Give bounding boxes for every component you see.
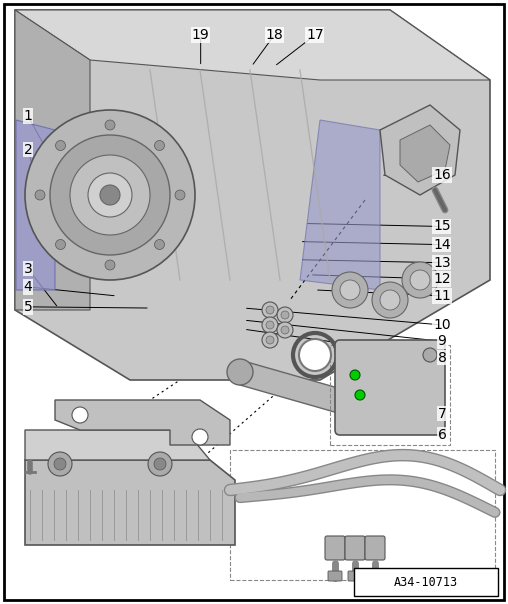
Polygon shape <box>380 105 460 195</box>
Text: 2: 2 <box>23 143 33 157</box>
Circle shape <box>372 282 408 318</box>
Circle shape <box>175 190 185 200</box>
Circle shape <box>154 141 165 150</box>
Text: 10: 10 <box>433 318 451 332</box>
FancyBboxPatch shape <box>325 536 345 560</box>
Circle shape <box>281 311 289 319</box>
Circle shape <box>266 336 274 344</box>
Circle shape <box>299 339 331 371</box>
Text: 5: 5 <box>23 300 33 314</box>
Text: 16: 16 <box>433 168 451 182</box>
Bar <box>330 345 450 445</box>
Polygon shape <box>25 430 210 460</box>
Text: 17: 17 <box>306 28 324 42</box>
Text: 8: 8 <box>437 350 447 365</box>
Circle shape <box>281 326 289 334</box>
Circle shape <box>277 307 293 323</box>
FancyBboxPatch shape <box>365 536 385 560</box>
Polygon shape <box>55 400 230 445</box>
Polygon shape <box>15 10 490 380</box>
Circle shape <box>88 173 132 217</box>
FancyBboxPatch shape <box>345 536 365 560</box>
Circle shape <box>72 407 88 423</box>
Circle shape <box>55 240 66 249</box>
Circle shape <box>332 272 368 308</box>
Circle shape <box>380 290 400 310</box>
FancyBboxPatch shape <box>368 571 382 581</box>
Circle shape <box>262 302 278 318</box>
Polygon shape <box>400 125 450 182</box>
Polygon shape <box>300 120 380 290</box>
Circle shape <box>55 141 66 150</box>
Circle shape <box>148 452 172 476</box>
Polygon shape <box>25 460 235 545</box>
Circle shape <box>402 262 438 298</box>
Circle shape <box>105 260 115 270</box>
Bar <box>230 450 495 580</box>
Text: 18: 18 <box>266 28 283 42</box>
Text: 12: 12 <box>433 272 451 286</box>
Circle shape <box>70 155 150 235</box>
Circle shape <box>423 348 437 362</box>
FancyBboxPatch shape <box>348 571 362 581</box>
Bar <box>354 568 498 596</box>
Polygon shape <box>15 10 90 310</box>
Polygon shape <box>16 120 55 290</box>
Polygon shape <box>240 360 345 415</box>
Circle shape <box>227 359 253 385</box>
Circle shape <box>266 321 274 329</box>
Text: 3: 3 <box>23 262 33 276</box>
Circle shape <box>262 317 278 333</box>
Circle shape <box>192 429 208 445</box>
FancyBboxPatch shape <box>328 571 342 581</box>
Text: 9: 9 <box>437 334 447 349</box>
Circle shape <box>262 332 278 348</box>
Circle shape <box>35 190 45 200</box>
Circle shape <box>50 135 170 255</box>
Circle shape <box>105 120 115 130</box>
Text: 7: 7 <box>437 406 447 421</box>
Circle shape <box>25 110 195 280</box>
Text: 4: 4 <box>23 280 33 294</box>
Text: 14: 14 <box>433 237 451 252</box>
Circle shape <box>154 458 166 470</box>
Text: 6: 6 <box>437 428 447 442</box>
Circle shape <box>277 322 293 338</box>
Circle shape <box>100 185 120 205</box>
Circle shape <box>410 270 430 290</box>
Text: 15: 15 <box>433 219 451 234</box>
Circle shape <box>48 452 72 476</box>
Circle shape <box>154 240 165 249</box>
FancyBboxPatch shape <box>335 340 445 435</box>
Circle shape <box>54 458 66 470</box>
Circle shape <box>340 280 360 300</box>
Text: A34-10713: A34-10713 <box>394 576 458 588</box>
Circle shape <box>266 306 274 314</box>
Text: 13: 13 <box>433 255 451 270</box>
Text: 19: 19 <box>192 28 209 42</box>
Text: 11: 11 <box>433 289 451 303</box>
Text: 1: 1 <box>23 109 33 123</box>
Circle shape <box>350 370 360 380</box>
Circle shape <box>355 390 365 400</box>
Polygon shape <box>15 10 490 80</box>
